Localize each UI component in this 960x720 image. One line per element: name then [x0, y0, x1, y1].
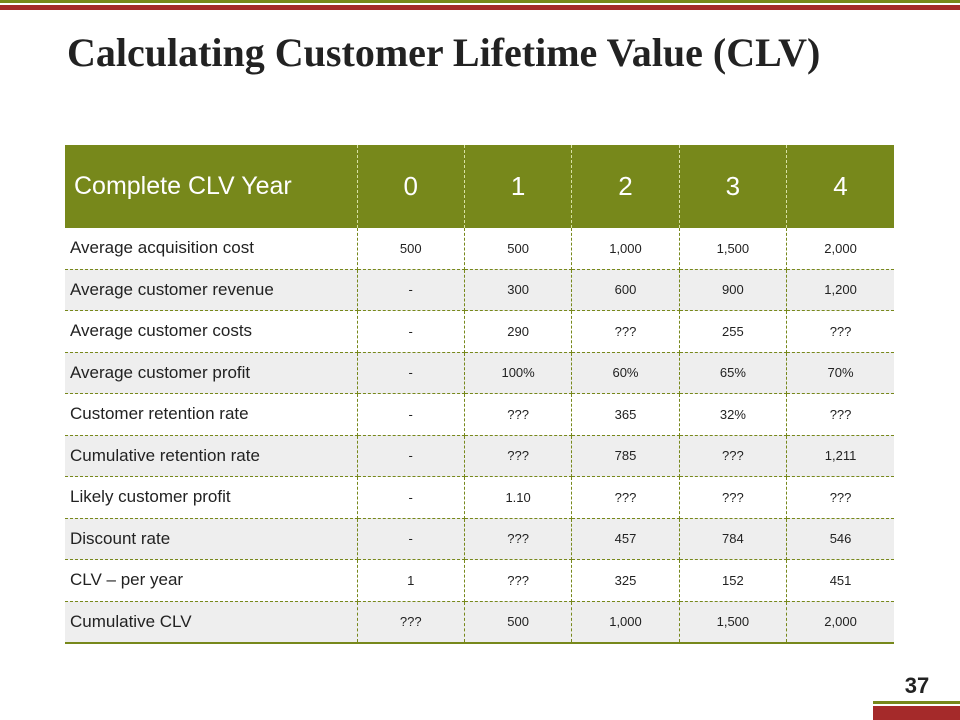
table-row: Average acquisition cost 500 500 1,000 1…: [65, 228, 894, 270]
row-label: Average customer profit: [65, 352, 358, 394]
header-year-4: 4: [786, 145, 894, 228]
table-row: Discount rate - ??? 457 784 546: [65, 518, 894, 560]
table-cell: 785: [571, 435, 680, 477]
table-cell: 2,000: [786, 601, 894, 644]
row-label: Discount rate: [65, 518, 358, 560]
table-row: Average customer costs - 290 ??? 255 ???: [65, 310, 894, 353]
row-label: Average acquisition cost: [65, 228, 358, 270]
header-label: Complete CLV Year: [65, 145, 358, 228]
row-label: Likely customer profit: [65, 476, 358, 519]
row-label: Cumulative retention rate: [65, 435, 358, 477]
header-year-3: 3: [679, 145, 788, 228]
top-accent-bar-olive: [0, 0, 960, 3]
table-cell: 1,500: [679, 601, 788, 644]
table-row: Customer retention rate - ??? 365 32% ??…: [65, 393, 894, 436]
table-cell: 600: [571, 269, 680, 311]
table-cell: 500: [357, 228, 465, 270]
table-cell: 365: [571, 393, 680, 436]
table-cell: -: [357, 393, 465, 436]
table-cell: 60%: [571, 352, 680, 394]
table-cell: 451: [786, 559, 894, 602]
table-cell: 255: [679, 310, 788, 353]
table-cell: ???: [571, 476, 680, 519]
table-cell: 325: [571, 559, 680, 602]
table-cell: -: [357, 476, 465, 519]
table-cell: ???: [357, 601, 465, 644]
slide-title: Calculating Customer Lifetime Value (CLV…: [67, 30, 821, 75]
table-cell: 2,000: [786, 228, 894, 270]
row-label: Customer retention rate: [65, 393, 358, 436]
table-cell: 784: [679, 518, 788, 560]
table-header-row: Complete CLV Year 0 1 2 3 4: [65, 145, 894, 228]
table-cell: 1: [357, 559, 465, 602]
table-row: CLV – per year 1 ??? 325 152 451: [65, 559, 894, 602]
top-accent-bar-red: [0, 5, 960, 10]
table-cell: ???: [464, 435, 573, 477]
table-cell: ???: [786, 393, 894, 436]
table-cell: 1,000: [571, 601, 680, 644]
table-cell: 70%: [786, 352, 894, 394]
bottom-accent-bar-olive: [873, 701, 960, 704]
table-row: Likely customer profit - 1.10 ??? ??? ??…: [65, 476, 894, 519]
table-cell: 500: [464, 228, 573, 270]
table-row: Cumulative retention rate - ??? 785 ??? …: [65, 435, 894, 477]
table-cell: 65%: [679, 352, 788, 394]
table-cell: ???: [679, 435, 788, 477]
table-cell: 500: [464, 601, 573, 644]
table-cell: 1.10: [464, 476, 573, 519]
header-year-2: 2: [571, 145, 680, 228]
table-cell: 1,500: [679, 228, 788, 270]
table-row: Average customer revenue - 300 600 900 1…: [65, 269, 894, 311]
row-label: Average customer costs: [65, 310, 358, 353]
clv-table: Complete CLV Year 0 1 2 3 4 Average acqu…: [65, 145, 894, 644]
table-cell: -: [357, 310, 465, 353]
table-cell: ???: [464, 518, 573, 560]
table-cell: 1,000: [571, 228, 680, 270]
table-cell: ???: [571, 310, 680, 353]
table-cell: -: [357, 269, 465, 311]
table-cell: 546: [786, 518, 894, 560]
table-cell: ???: [786, 310, 894, 353]
table-cell: 457: [571, 518, 680, 560]
table-cell: 300: [464, 269, 573, 311]
table-cell: ???: [786, 476, 894, 519]
table-cell: -: [357, 518, 465, 560]
table-row: Average customer profit - 100% 60% 65% 7…: [65, 352, 894, 394]
table-cell: 32%: [679, 393, 788, 436]
row-label: Cumulative CLV: [65, 601, 358, 644]
table-cell: 1,211: [786, 435, 894, 477]
header-year-0: 0: [357, 145, 465, 228]
table-cell: ???: [464, 559, 573, 602]
table-row: Cumulative CLV ??? 500 1,000 1,500 2,000: [65, 601, 894, 644]
row-label: CLV – per year: [65, 559, 358, 602]
table-cell: -: [357, 352, 465, 394]
table-cell: 290: [464, 310, 573, 353]
table-cell: 1,200: [786, 269, 894, 311]
table-cell: -: [357, 435, 465, 477]
table-cell: ???: [679, 476, 788, 519]
page-number: 37: [904, 673, 930, 698]
table-cell: ???: [464, 393, 573, 436]
row-label: Average customer revenue: [65, 269, 358, 311]
table-cell: 152: [679, 559, 788, 602]
table-cell: 900: [679, 269, 788, 311]
header-year-1: 1: [464, 145, 573, 228]
bottom-accent-bar-red: [873, 706, 960, 720]
table-cell: 100%: [464, 352, 573, 394]
